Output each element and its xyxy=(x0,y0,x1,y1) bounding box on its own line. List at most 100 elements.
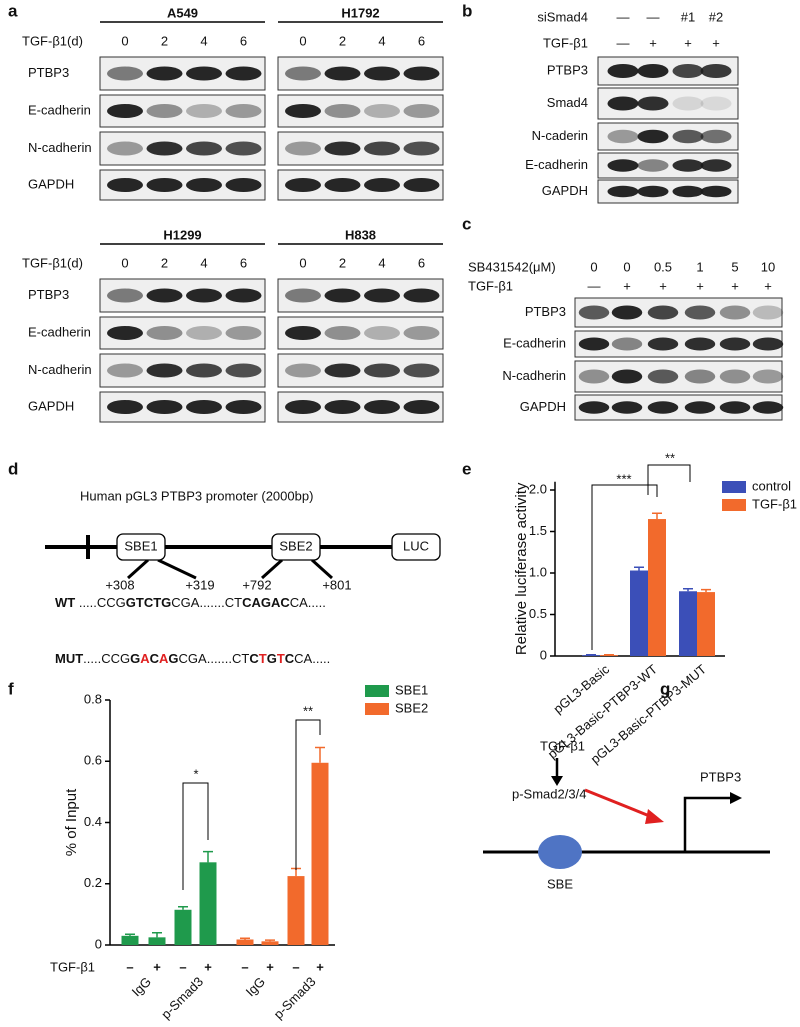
lane-label: #2 xyxy=(709,9,723,24)
legend-swatch xyxy=(722,499,746,511)
lane-label: 6 xyxy=(240,33,247,48)
error-bar xyxy=(152,932,162,938)
band xyxy=(146,66,183,81)
sequence-part: G xyxy=(130,651,140,666)
error-bar xyxy=(125,933,135,936)
lane-label: 2 xyxy=(339,255,346,270)
x-tick-label: + xyxy=(153,959,161,974)
lane-label: 0 xyxy=(299,33,306,48)
band xyxy=(403,288,440,303)
row-label: Smad4 xyxy=(547,95,588,110)
row-label: E-cadherin xyxy=(28,102,91,117)
effector-label: p-Smad2/3/4 xyxy=(512,786,586,801)
y-axis-label: Relative luciferase activity xyxy=(513,482,530,655)
sequence-part: G xyxy=(168,651,178,666)
band xyxy=(637,159,669,172)
row-label: N-cadherin xyxy=(28,140,92,155)
band xyxy=(607,64,639,78)
bar xyxy=(679,591,697,656)
gene-label: PTBP3 xyxy=(700,769,741,784)
arrow-head xyxy=(730,792,742,804)
band xyxy=(607,129,639,144)
row-label: GAPDH xyxy=(520,399,566,414)
band xyxy=(403,141,440,156)
band xyxy=(647,305,679,320)
band xyxy=(225,363,262,378)
lane-label: 2 xyxy=(161,255,168,270)
sequence-part: WT xyxy=(55,595,75,610)
bar xyxy=(199,862,217,945)
row-label: GAPDH xyxy=(28,398,74,413)
sequence-part: .....CCG xyxy=(83,651,130,666)
band xyxy=(637,96,669,111)
sequence-part: CAGAC xyxy=(242,595,290,610)
sbe1-box xyxy=(116,533,166,561)
header-label: TGF-β1 xyxy=(468,278,513,293)
legend-label: SBE1 xyxy=(395,682,428,697)
band xyxy=(364,326,400,340)
band xyxy=(324,141,361,156)
sequence-part: CGA.......CT xyxy=(171,595,242,610)
y-tick-label: 0.2 xyxy=(84,875,102,890)
band xyxy=(324,400,361,414)
position-label: +308 xyxy=(105,577,134,592)
y-tick-label: 0 xyxy=(540,647,547,662)
lane-label: — xyxy=(617,9,630,24)
band xyxy=(107,104,143,118)
band xyxy=(285,326,321,340)
ligand-label: TGF-β1 xyxy=(540,738,585,753)
band xyxy=(578,337,610,351)
band xyxy=(324,66,361,81)
blot-strip xyxy=(574,297,783,328)
cell-line: A549 xyxy=(167,5,198,20)
pathway-diagram xyxy=(483,758,770,869)
cell-line: H1792 xyxy=(341,5,379,20)
band xyxy=(684,337,716,351)
row-label: GAPDH xyxy=(28,176,74,191)
legend-label: TGF-β1 xyxy=(752,496,797,511)
header-label: siSmad4 xyxy=(537,9,588,24)
lane-label: 0 xyxy=(590,259,597,274)
row-label: PTBP3 xyxy=(28,287,69,302)
connector xyxy=(126,558,150,580)
band xyxy=(578,305,610,320)
error-bar xyxy=(652,512,662,520)
lane-label: + xyxy=(696,278,704,293)
band xyxy=(611,305,643,320)
cell-line: H838 xyxy=(345,227,376,242)
band xyxy=(364,288,400,303)
lane-label: + xyxy=(659,278,667,293)
error-bar xyxy=(178,905,188,910)
row-label: GAPDH xyxy=(542,183,588,198)
promoter-title: Human pGL3 PTBP3 promoter (2000bp) xyxy=(80,488,313,503)
band xyxy=(403,178,440,192)
x-tick-label: – xyxy=(292,959,299,974)
band xyxy=(146,178,183,192)
band xyxy=(719,401,751,414)
band xyxy=(146,141,183,156)
band xyxy=(285,400,321,414)
site-label: SBE xyxy=(547,876,573,891)
bar xyxy=(582,655,600,656)
band xyxy=(364,400,400,414)
band xyxy=(752,337,784,351)
sequence-part: C xyxy=(285,651,295,666)
band xyxy=(672,96,704,111)
error-bar xyxy=(315,746,325,763)
band xyxy=(225,141,262,156)
bar xyxy=(148,937,166,945)
band xyxy=(225,288,262,303)
significance-label: * xyxy=(193,766,198,781)
lane-label: 5 xyxy=(731,259,738,274)
lane-label: + xyxy=(712,35,720,50)
arrow-head xyxy=(551,776,563,786)
sequence-part: A xyxy=(159,651,169,666)
significance-bracket xyxy=(591,484,658,650)
x-axis-label: TGF-β1 xyxy=(50,959,95,974)
band xyxy=(107,141,143,156)
bar xyxy=(174,909,192,945)
blot-strip xyxy=(574,360,783,393)
arrow-head xyxy=(645,809,664,824)
band xyxy=(107,178,143,192)
band xyxy=(364,104,400,118)
